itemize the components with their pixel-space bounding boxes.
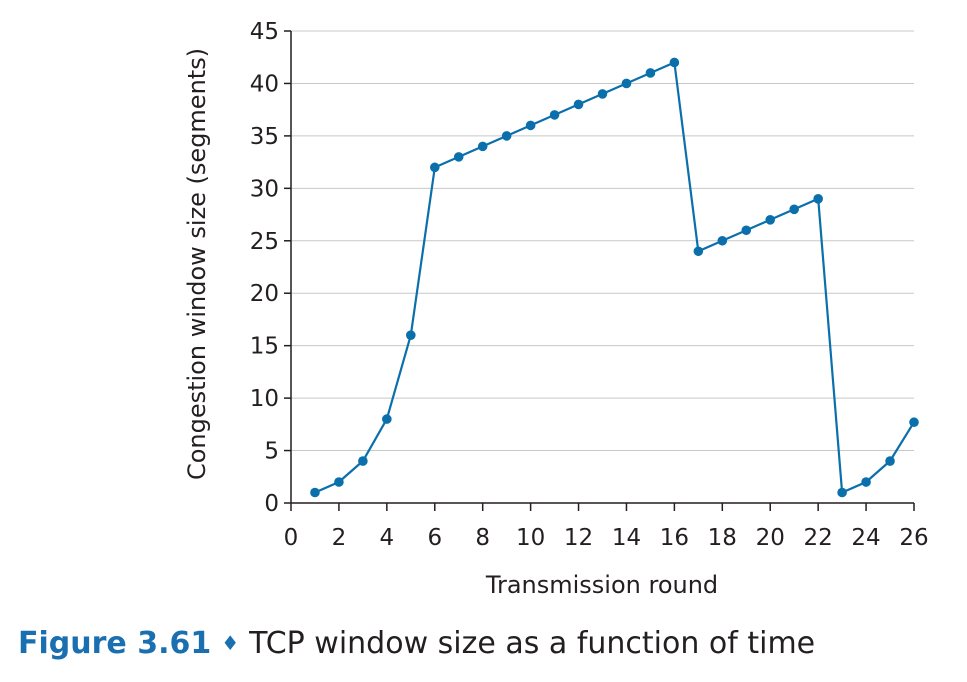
data-point-13 [597,89,608,99]
y-tick-label-0: 0 [264,491,279,517]
y-tick-label-45: 45 [250,19,279,45]
y-tick-label-40: 40 [250,71,279,97]
data-point-19 [741,225,752,236]
y-tick-label-30: 30 [250,176,279,202]
series-line [314,60,915,495]
x-tick-label-4: 4 [380,525,395,551]
y-axis-label: Congestion window size (segments) [183,48,211,480]
x-tick-label-22: 22 [804,525,833,551]
data-point-2 [334,477,344,487]
figure-caption: Figure 3.61 ♦ TCP window size as a functio… [18,626,815,661]
data-point-7 [453,152,464,162]
data-point-1 [310,487,320,498]
data-point-24 [861,477,871,487]
diamond-icon: ♦ [221,631,240,655]
x-axis-label: Transmission round [485,571,718,599]
x-tick-label-6: 6 [427,525,442,551]
data-point-23 [837,487,847,498]
data-point-25 [885,456,895,466]
x-tick-label-2: 2 [332,525,347,551]
y-tick-label-15: 15 [250,334,279,360]
data-point-8 [477,141,488,152]
data-point-6 [429,162,440,173]
x-axis-ticks: 0 2 4 6 8 10 12 14 16 18 20 22 24 26 [284,503,929,551]
figure-caption-text: TCP window size as a function of time [249,626,816,661]
x-tick-label-18: 18 [708,525,737,551]
data-point-26 [909,417,919,428]
data-point-9 [501,131,512,141]
x-tick-label-26: 26 [899,525,928,551]
x-tick-label-16: 16 [660,525,689,551]
x-tick-label-24: 24 [851,525,880,551]
y-tick-label-35: 35 [250,124,279,150]
y-tick-label-20: 20 [250,281,279,307]
y-tick-label-10: 10 [250,386,279,412]
data-point-5 [406,330,416,340]
data-point-18 [717,235,728,246]
data-point-11 [549,110,560,120]
data-point-15 [645,68,656,78]
y-tick-label-25: 25 [250,229,279,255]
y-tick-label-5: 5 [264,439,279,465]
data-point-4 [382,414,392,424]
data-point-17 [693,246,704,257]
x-tick-label-10: 10 [516,525,545,551]
data-point-14 [621,78,632,89]
grid-lines [291,30,914,452]
data-point-12 [573,99,584,110]
x-tick-label-0: 0 [284,525,299,551]
data-point-20 [765,215,776,225]
data-point-16 [669,57,680,68]
data-points [310,57,919,498]
data-point-10 [525,120,536,131]
data-point-22 [813,194,823,204]
y-axis-ticks: 0 5 10 15 20 25 30 35 40 45 [250,19,291,517]
figure-number: Figure 3.61 [18,626,212,661]
axes [290,31,914,504]
x-tick-label-14: 14 [612,525,641,551]
x-tick-label-12: 12 [564,525,593,551]
data-point-3 [358,456,368,466]
x-tick-label-8: 8 [475,525,490,551]
data-point-21 [789,204,799,215]
x-tick-label-20: 20 [756,525,785,551]
